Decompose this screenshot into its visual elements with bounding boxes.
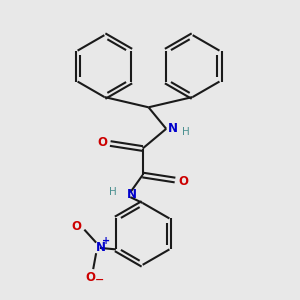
Text: O: O xyxy=(97,136,107,148)
Text: N: N xyxy=(96,242,106,254)
Text: O: O xyxy=(71,220,81,232)
Text: N: N xyxy=(168,122,178,135)
Text: H: H xyxy=(109,187,116,197)
Text: −: − xyxy=(95,275,104,285)
Text: O: O xyxy=(85,272,95,284)
Text: H: H xyxy=(182,127,189,137)
Text: O: O xyxy=(178,175,188,188)
Text: N: N xyxy=(126,188,136,201)
Text: +: + xyxy=(102,236,110,246)
